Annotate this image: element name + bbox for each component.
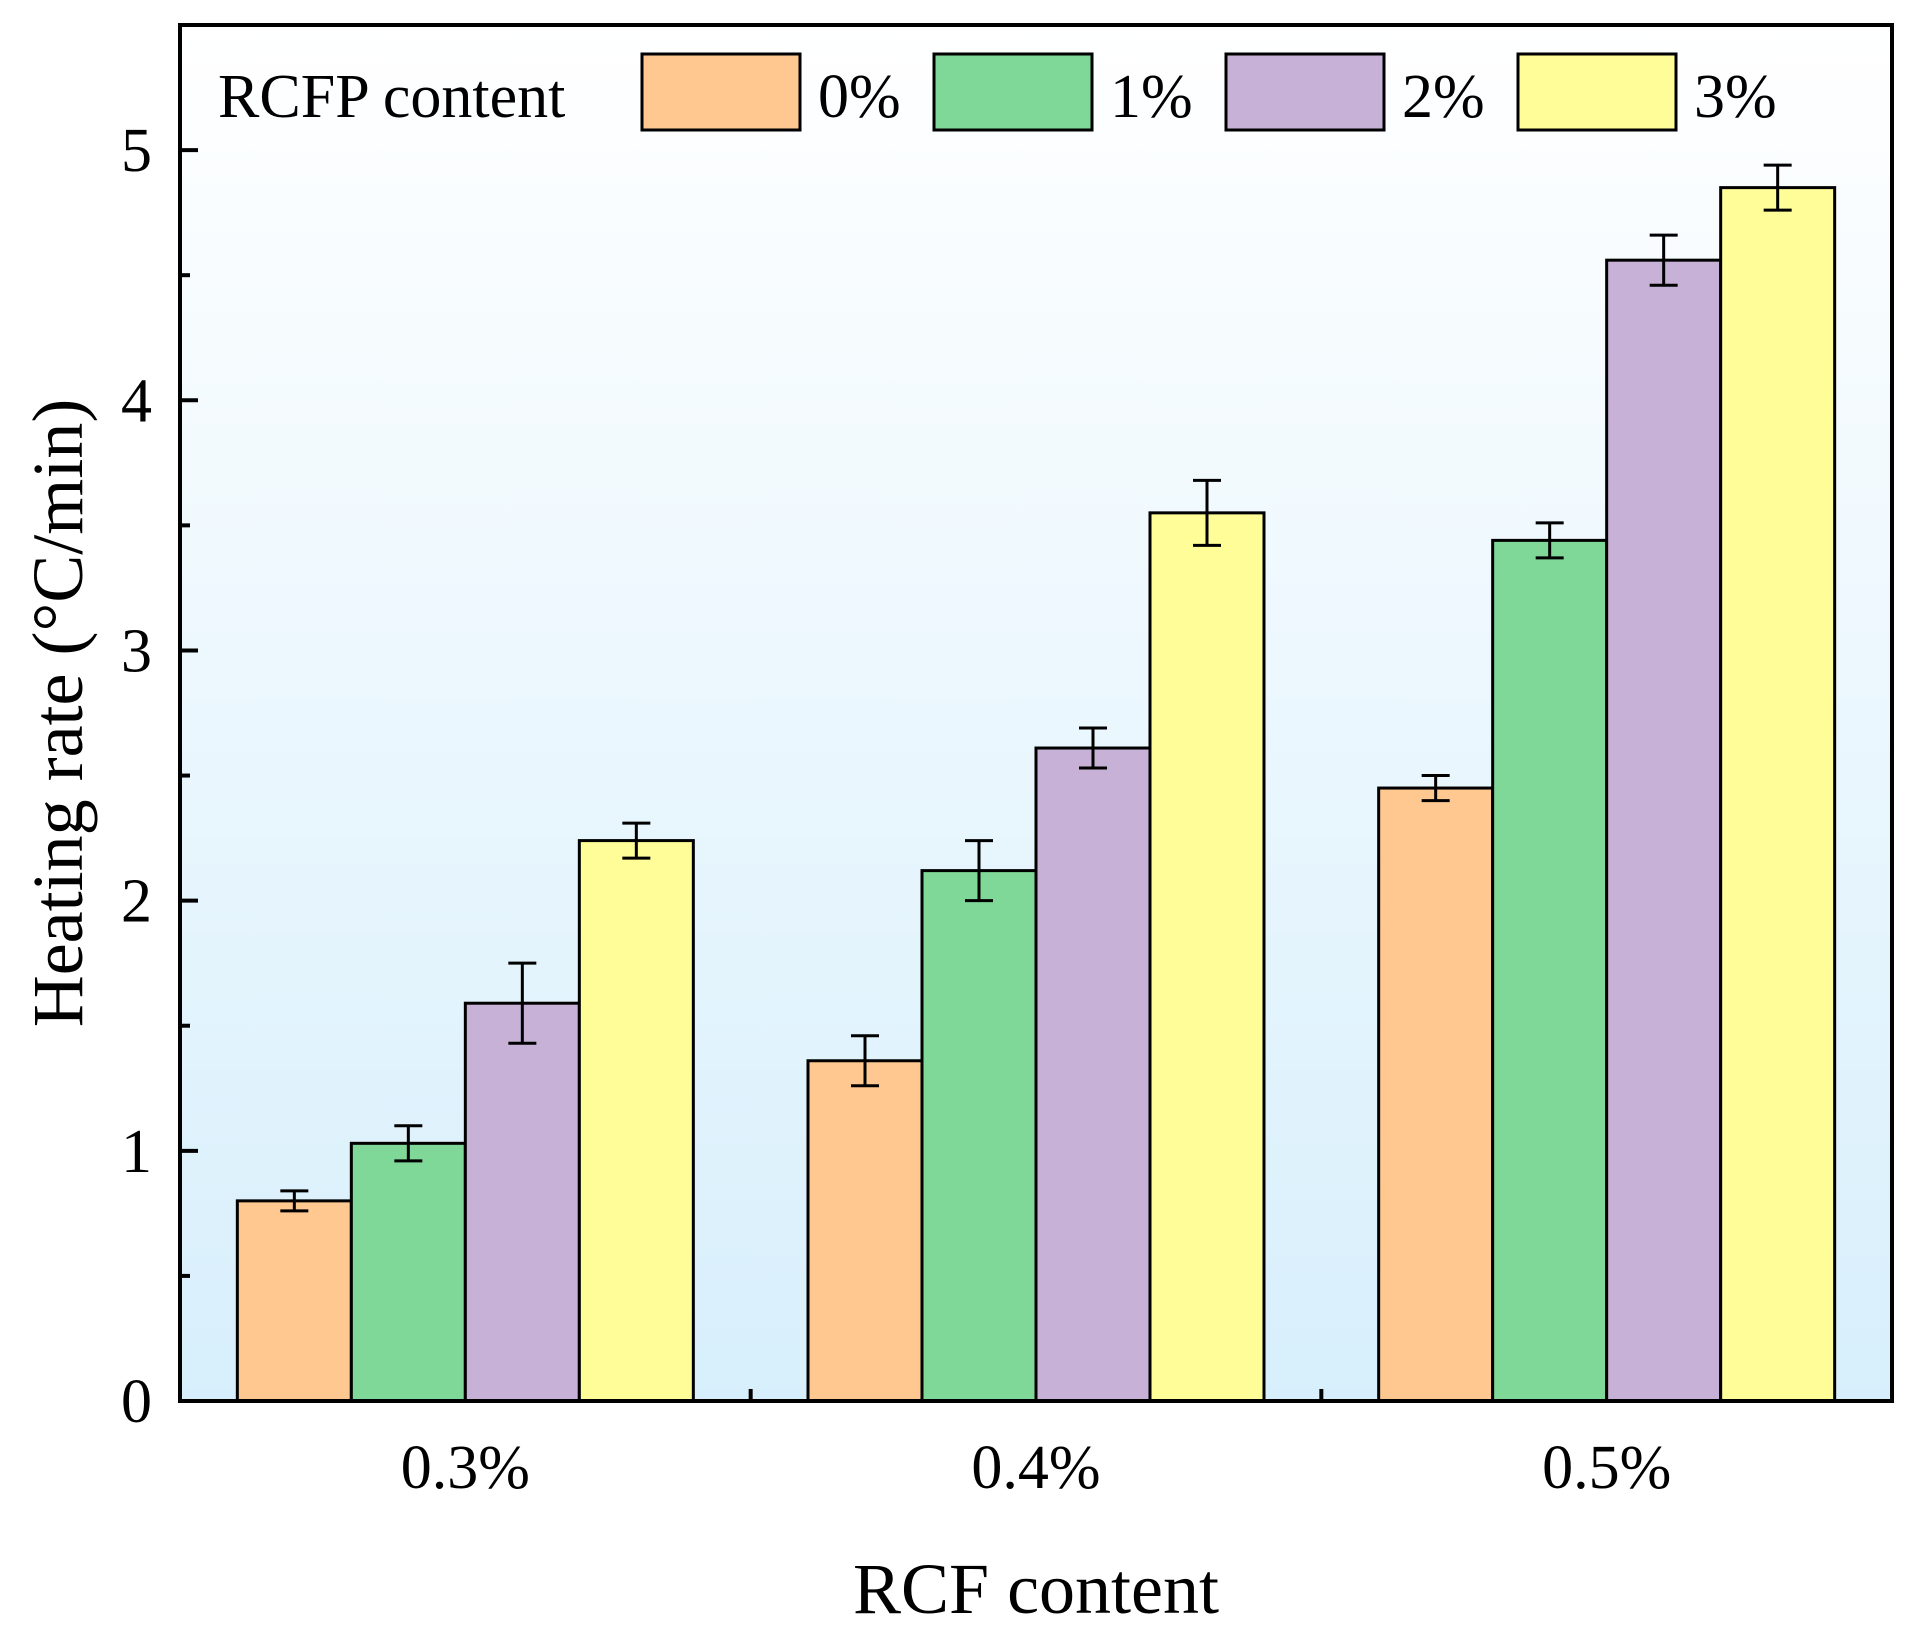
y-tick-label: 5 — [121, 117, 152, 185]
legend: RCFP content 0% 1% 2% 3% — [218, 52, 1777, 132]
legend-swatch-2pct — [1224, 52, 1386, 132]
y-tick-label: 3 — [121, 617, 152, 685]
error-bars-layer — [280, 163, 1792, 1213]
error-bar-0pct-0.3pct — [280, 1189, 309, 1213]
legend-swatch-3pct — [1516, 52, 1678, 132]
bar-0pct-0.4pct — [806, 1059, 924, 1403]
x-tick-label: 0.3% — [401, 1434, 530, 1502]
bar-1pct-0.3pct — [349, 1141, 467, 1403]
error-bar-3pct-0.4pct — [1193, 478, 1221, 547]
error-bar-2pct-0.5pct — [1649, 233, 1678, 287]
bar-2pct-0.4pct — [1034, 746, 1152, 1403]
bar-3pct-0.4pct — [1148, 511, 1266, 1403]
bar-3pct-0.3pct — [577, 839, 695, 1403]
bar-2pct-0.5pct — [1605, 258, 1723, 1403]
bar-1pct-0.5pct — [1491, 538, 1609, 1403]
x-tick-label: 0.4% — [971, 1434, 1100, 1502]
bars-layer — [235, 186, 1837, 1403]
x-axis-title: RCF content — [853, 1549, 1219, 1629]
bar-0pct-0.5pct — [1377, 786, 1495, 1403]
error-bar-2pct-0.4pct — [1079, 726, 1107, 770]
axis-ticks-layer: 0 1 2 3 4 5 0.3% 0.4% 0.5% — [121, 117, 1671, 1502]
bar-0pct-0.3pct — [235, 1199, 353, 1403]
legend-label-3pct: 3% — [1694, 63, 1777, 131]
error-bar-3pct-0.3pct — [622, 821, 651, 860]
bar-2pct-0.3pct — [463, 1001, 581, 1403]
legend-label-0pct: 0% — [818, 63, 901, 131]
y-tick-label: 4 — [121, 367, 152, 435]
error-bar-3pct-0.5pct — [1763, 163, 1792, 212]
legend-label-1pct: 1% — [1110, 63, 1193, 131]
bar-1pct-0.4pct — [920, 869, 1038, 1403]
x-tick-label: 0.5% — [1542, 1434, 1671, 1502]
error-bar-1pct-0.4pct — [965, 839, 993, 903]
error-bar-2pct-0.3pct — [508, 961, 537, 1045]
legend-swatch-1pct — [932, 52, 1094, 132]
error-bar-0pct-0.4pct — [851, 1034, 879, 1088]
y-tick-label: 2 — [121, 868, 152, 936]
legend-title: RCFP content — [218, 63, 565, 131]
error-bar-0pct-0.5pct — [1421, 774, 1450, 803]
plot-frame — [178, 23, 1894, 1403]
error-bar-1pct-0.5pct — [1535, 521, 1564, 560]
y-tick-label: 0 — [121, 1368, 152, 1436]
legend-label-2pct: 2% — [1402, 63, 1485, 131]
bar-3pct-0.5pct — [1719, 186, 1837, 1403]
y-tick-label: 1 — [121, 1118, 152, 1186]
legend-swatch-0pct — [640, 52, 802, 132]
error-bar-1pct-0.3pct — [394, 1124, 423, 1163]
y-axis-title: Heating rate (°C/min) — [18, 399, 98, 1028]
